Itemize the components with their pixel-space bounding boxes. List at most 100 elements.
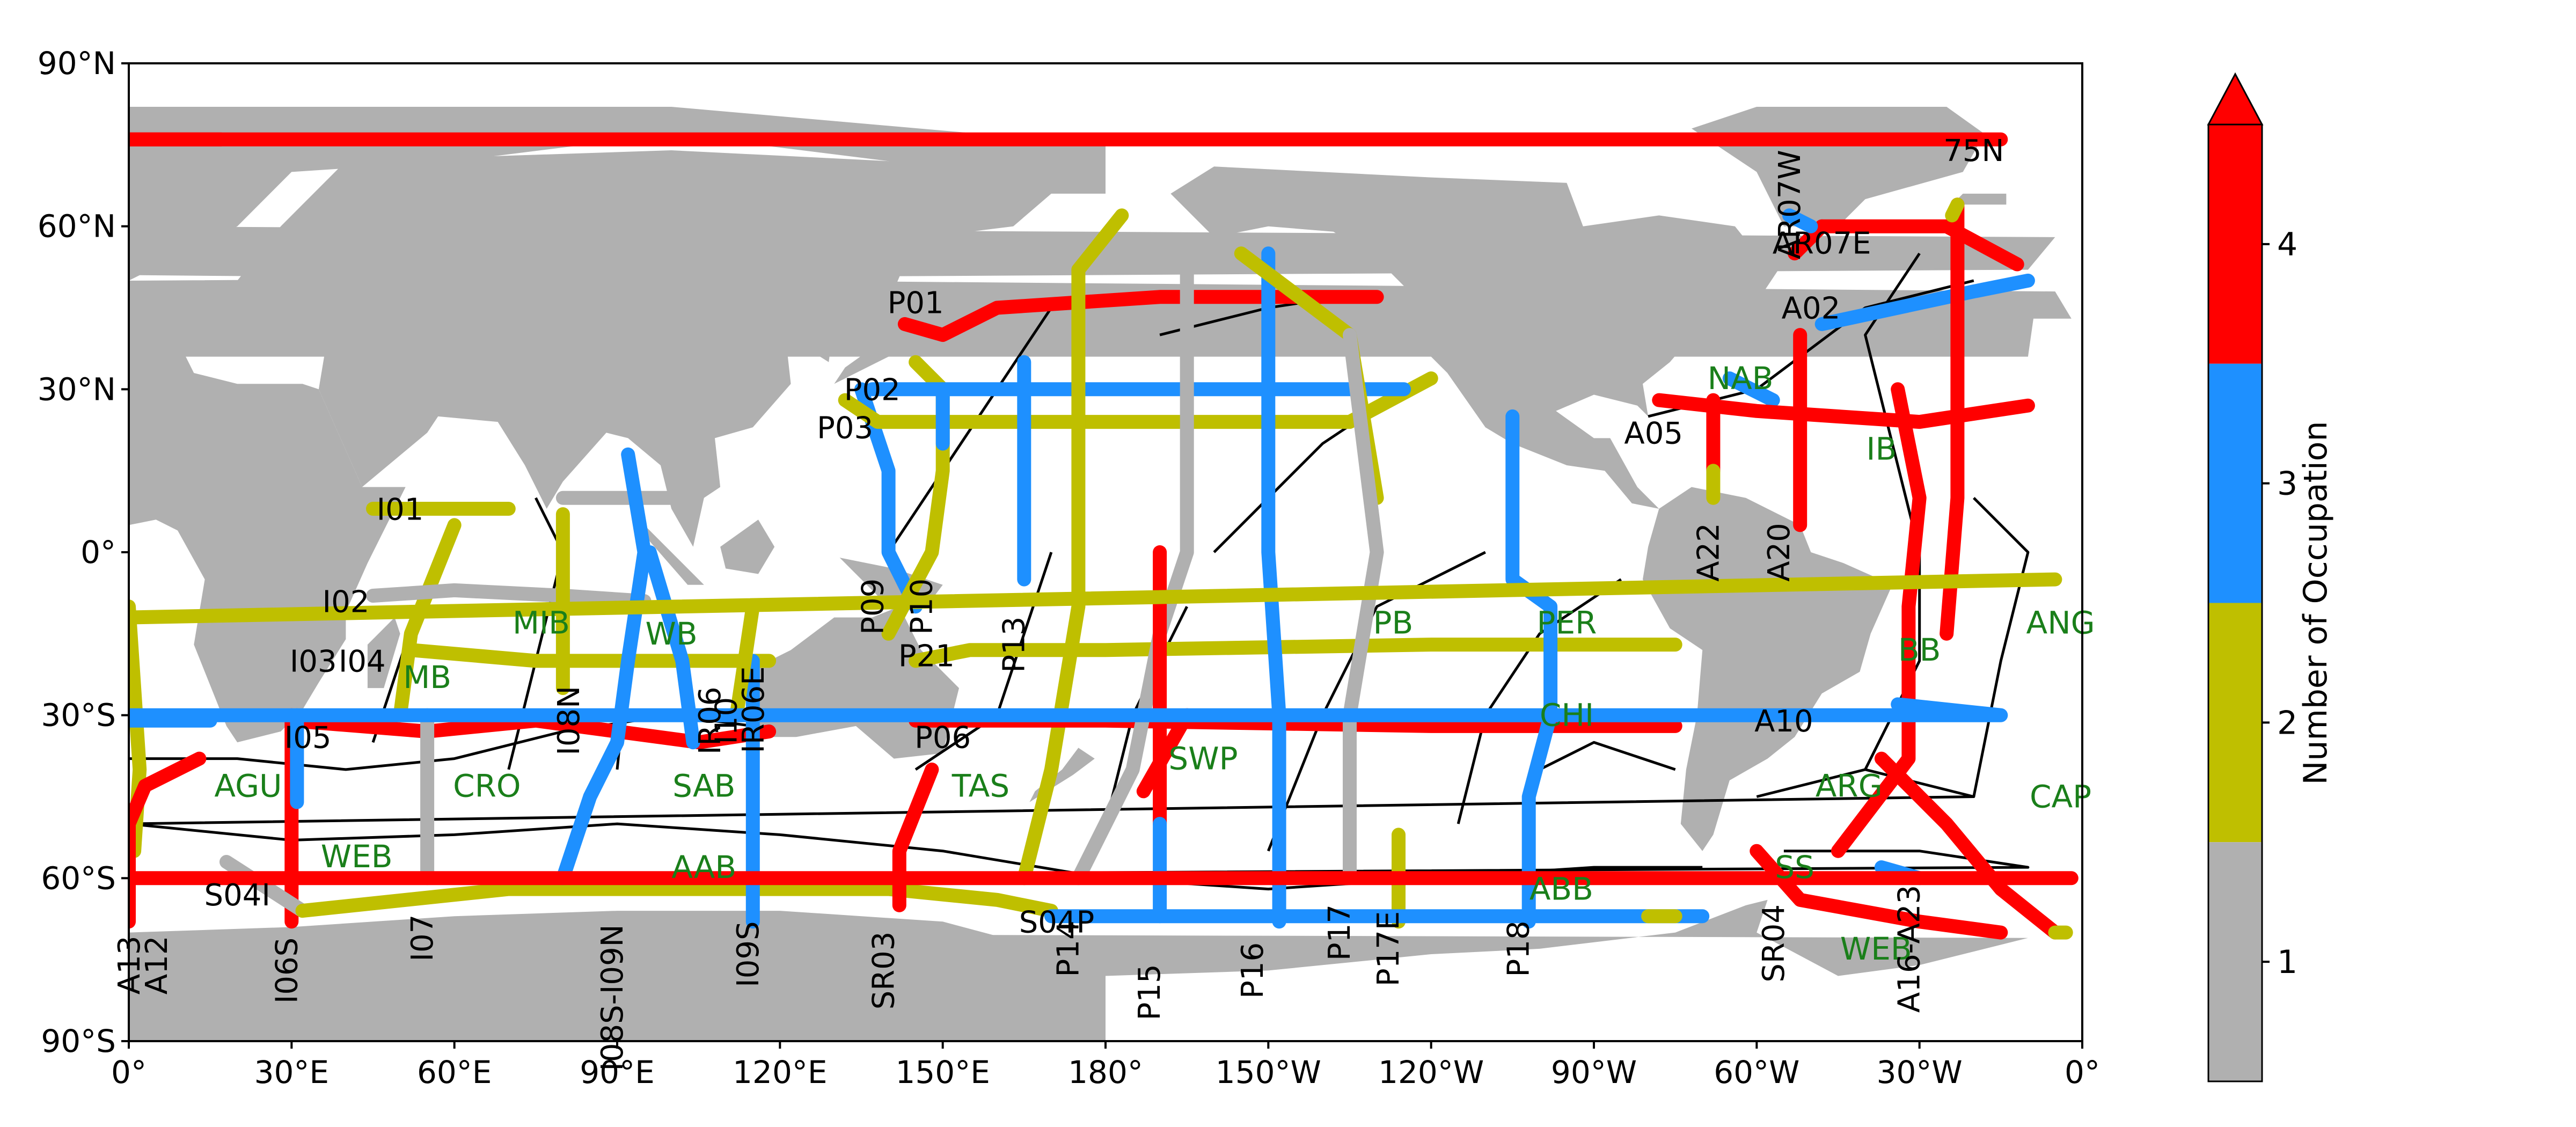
section-label: P02: [844, 373, 901, 408]
basin-label: BB: [1898, 632, 1941, 668]
section-track: [219, 855, 310, 918]
section-label: I04: [339, 645, 386, 679]
section-label: A05: [1624, 416, 1683, 451]
section-track: [1722, 371, 1780, 407]
section-label: A16-A23: [1892, 885, 1927, 1013]
section-label: I06S: [269, 938, 304, 1004]
section-label: IR06: [693, 686, 728, 755]
section-label: I01: [377, 492, 424, 527]
colorbar-tick-label: 3: [2277, 465, 2297, 503]
section-label: P09: [855, 579, 890, 635]
section-label: P21: [898, 639, 955, 674]
section-track: [1136, 708, 1194, 799]
section-track: [404, 643, 777, 668]
section-label: IR06E: [736, 667, 771, 753]
section-label: I08S-I09N: [595, 924, 630, 1071]
land-europe-west: [129, 226, 2072, 357]
section-label: P16: [1235, 942, 1270, 999]
section-label: A22: [1692, 523, 1726, 582]
section-track: [1945, 197, 1965, 223]
section-label: I05: [284, 720, 332, 755]
section-track: [729, 599, 760, 722]
colorbar-segment: [2208, 363, 2262, 603]
lon-tick-label: 90°W: [1551, 1054, 1637, 1091]
section-label: I08N: [552, 686, 587, 756]
hydrographic-sections: [129, 132, 2079, 940]
basin-label: PER: [1536, 605, 1597, 641]
section-track: [129, 697, 2008, 722]
section-track: [1782, 208, 1818, 233]
section-label: I09S: [731, 921, 766, 987]
lat-tick-label: 60°N: [38, 208, 116, 245]
basin-labels: NAB IB BB ANG ARG CAP SS WEB WEB AGU CRO SAB AAB MIB M…: [214, 360, 2095, 967]
lon-tick-label: 0°: [2065, 1054, 2100, 1091]
lon-tick-label: 0°: [111, 1054, 147, 1091]
basin-label: IB: [1866, 431, 1897, 467]
colorbar-segment: [2208, 842, 2262, 1081]
land-japan: [834, 308, 899, 384]
basin-label: PB: [1373, 605, 1414, 641]
section-label: P10: [904, 579, 939, 635]
colorbar-tick-label: 2: [2277, 704, 2297, 742]
basin-label: AGU: [214, 767, 282, 804]
basin-label: SS: [1775, 849, 1814, 885]
section-track: [1261, 246, 1286, 929]
basin-boundary: [1457, 578, 1622, 824]
land-antarctica-w: [129, 899, 2028, 1041]
section-label: AR07W: [1773, 150, 1807, 259]
lon-tick-label: 90°E: [580, 1054, 654, 1091]
colorbar-tick-label: 4: [2277, 226, 2297, 264]
lon-tick-label: 120°W: [1378, 1054, 1484, 1091]
basin-label: WEB: [1840, 931, 1912, 967]
basin-label: MIB: [513, 605, 570, 641]
section-track: [129, 572, 2062, 625]
section-track: [555, 447, 652, 885]
land-iceland: [1952, 193, 2007, 205]
lat-tick-label: 90°N: [38, 45, 116, 82]
basin-label: NAB: [1708, 360, 1774, 397]
land-eurasia-africa: [129, 351, 406, 743]
section-label: A12: [140, 935, 174, 994]
lat-tick-label: 0°: [80, 534, 116, 570]
lon-tick-label: 180°: [1068, 1054, 1143, 1091]
section-label: P17E: [1371, 911, 1406, 986]
basin-boundary: [1267, 551, 1486, 852]
basin-label: WB: [646, 616, 698, 652]
lon-tick-label: 30°E: [254, 1054, 329, 1091]
section-label: A10: [1754, 704, 1813, 739]
section-label: P18: [1502, 920, 1536, 977]
section-label: P15: [1132, 964, 1167, 1020]
basin-label: CHI: [1540, 697, 1594, 734]
section-track: [366, 583, 652, 609]
land-borneo: [720, 519, 775, 574]
lon-tick-label: 150°E: [895, 1054, 990, 1091]
lon-tick-label: 150°W: [1216, 1054, 1321, 1091]
basin-boundary: [887, 307, 1052, 553]
section-label: AR07E: [1773, 226, 1871, 261]
section-track: [854, 382, 923, 614]
section-label: 75N: [1943, 134, 2004, 169]
lat-tick-label: 30°S: [41, 697, 116, 734]
section-track: [284, 713, 777, 750]
section-label: I02: [323, 584, 370, 619]
colorbar-segment: [2208, 125, 2262, 364]
section-track: [1874, 751, 2062, 940]
basin-label: ARG: [1816, 767, 1883, 804]
axis-ticks: 90°N60°N30°N0°30°S60°S90°S0° 30°E 60°E 90°E…: [38, 45, 2100, 1091]
section-track: [897, 290, 1384, 342]
lon-tick-label: 60°E: [417, 1054, 492, 1091]
section-track: [909, 638, 1682, 668]
colorbar-segment: [2208, 603, 2262, 843]
lon-tick-label: 120°E: [733, 1054, 827, 1091]
land-sumatra: [644, 525, 704, 585]
section-track: [1071, 208, 1129, 277]
section-track: [1814, 219, 2024, 272]
land-masses: [129, 107, 2072, 1041]
section-label: I10: [709, 697, 744, 744]
section-track: [838, 371, 1438, 429]
section-track: [1343, 328, 1384, 885]
basin-label: MB: [403, 659, 451, 696]
land-madagascar: [367, 617, 400, 689]
